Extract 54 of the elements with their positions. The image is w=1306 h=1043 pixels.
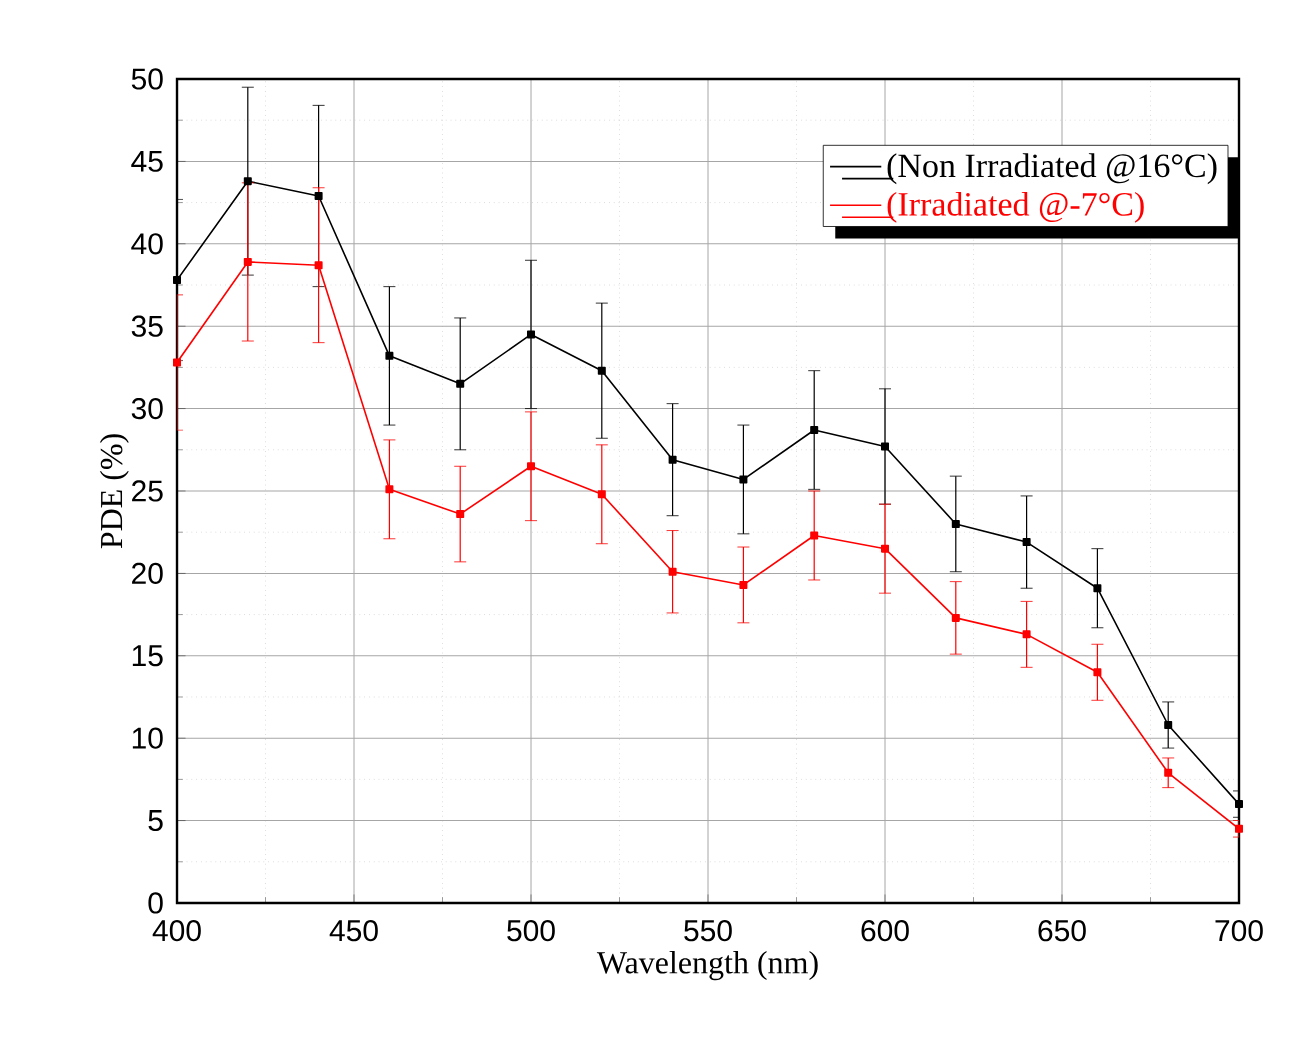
x-tick-label: 650 xyxy=(1038,920,1086,942)
point xyxy=(1235,824,1243,833)
y-tick-label: 5 xyxy=(148,810,163,832)
y-tick-label: 15 xyxy=(132,645,163,667)
point xyxy=(173,358,182,367)
point xyxy=(1235,800,1243,809)
point xyxy=(951,519,960,528)
point xyxy=(314,192,323,200)
x-axis-title: Wavelength (nm) xyxy=(596,951,818,981)
x-tick-label: 500 xyxy=(507,920,555,942)
point xyxy=(739,580,748,589)
y-tick-label: 25 xyxy=(132,480,163,502)
y-tick-label: 10 xyxy=(132,727,163,749)
point xyxy=(810,531,819,540)
point xyxy=(456,510,465,519)
point xyxy=(1164,721,1173,729)
point xyxy=(456,379,465,388)
point xyxy=(1164,768,1173,777)
y-tick-label: 20 xyxy=(132,562,163,584)
point xyxy=(597,366,606,375)
point xyxy=(951,613,960,622)
y-tick-label: 40 xyxy=(131,233,163,255)
point xyxy=(314,261,323,270)
point xyxy=(385,485,394,494)
x-tick-label: 450 xyxy=(329,920,378,942)
point xyxy=(527,330,536,339)
point xyxy=(385,351,394,360)
point xyxy=(1093,668,1102,677)
x-tick-label: 600 xyxy=(861,920,909,942)
point xyxy=(597,490,606,499)
y-tick-label: 50 xyxy=(131,68,163,90)
point xyxy=(527,462,536,471)
y-tick-label: 30 xyxy=(131,397,163,420)
point xyxy=(881,442,890,451)
point xyxy=(1022,538,1031,547)
y-tick-label: 0 xyxy=(148,892,163,914)
point xyxy=(810,426,819,435)
point xyxy=(881,544,890,553)
y-tick-label: 35 xyxy=(131,315,163,337)
x-tick-label: 400 xyxy=(152,920,201,942)
x-tick-label: 550 xyxy=(684,920,732,942)
point xyxy=(243,257,252,266)
point xyxy=(668,567,677,576)
point xyxy=(243,177,252,186)
point xyxy=(1022,630,1031,639)
x-tick-label: 700 xyxy=(1215,920,1263,942)
point xyxy=(668,455,677,464)
legend-label: (Non Irradiated @16°C) xyxy=(887,153,1217,185)
point xyxy=(1093,584,1102,593)
y-axis-title: PDE (%) xyxy=(99,434,129,549)
y-tick-label: 45 xyxy=(131,150,163,172)
legend-label: (Irradiated @-7°C) xyxy=(887,191,1144,223)
point xyxy=(173,276,182,285)
point xyxy=(739,475,748,484)
